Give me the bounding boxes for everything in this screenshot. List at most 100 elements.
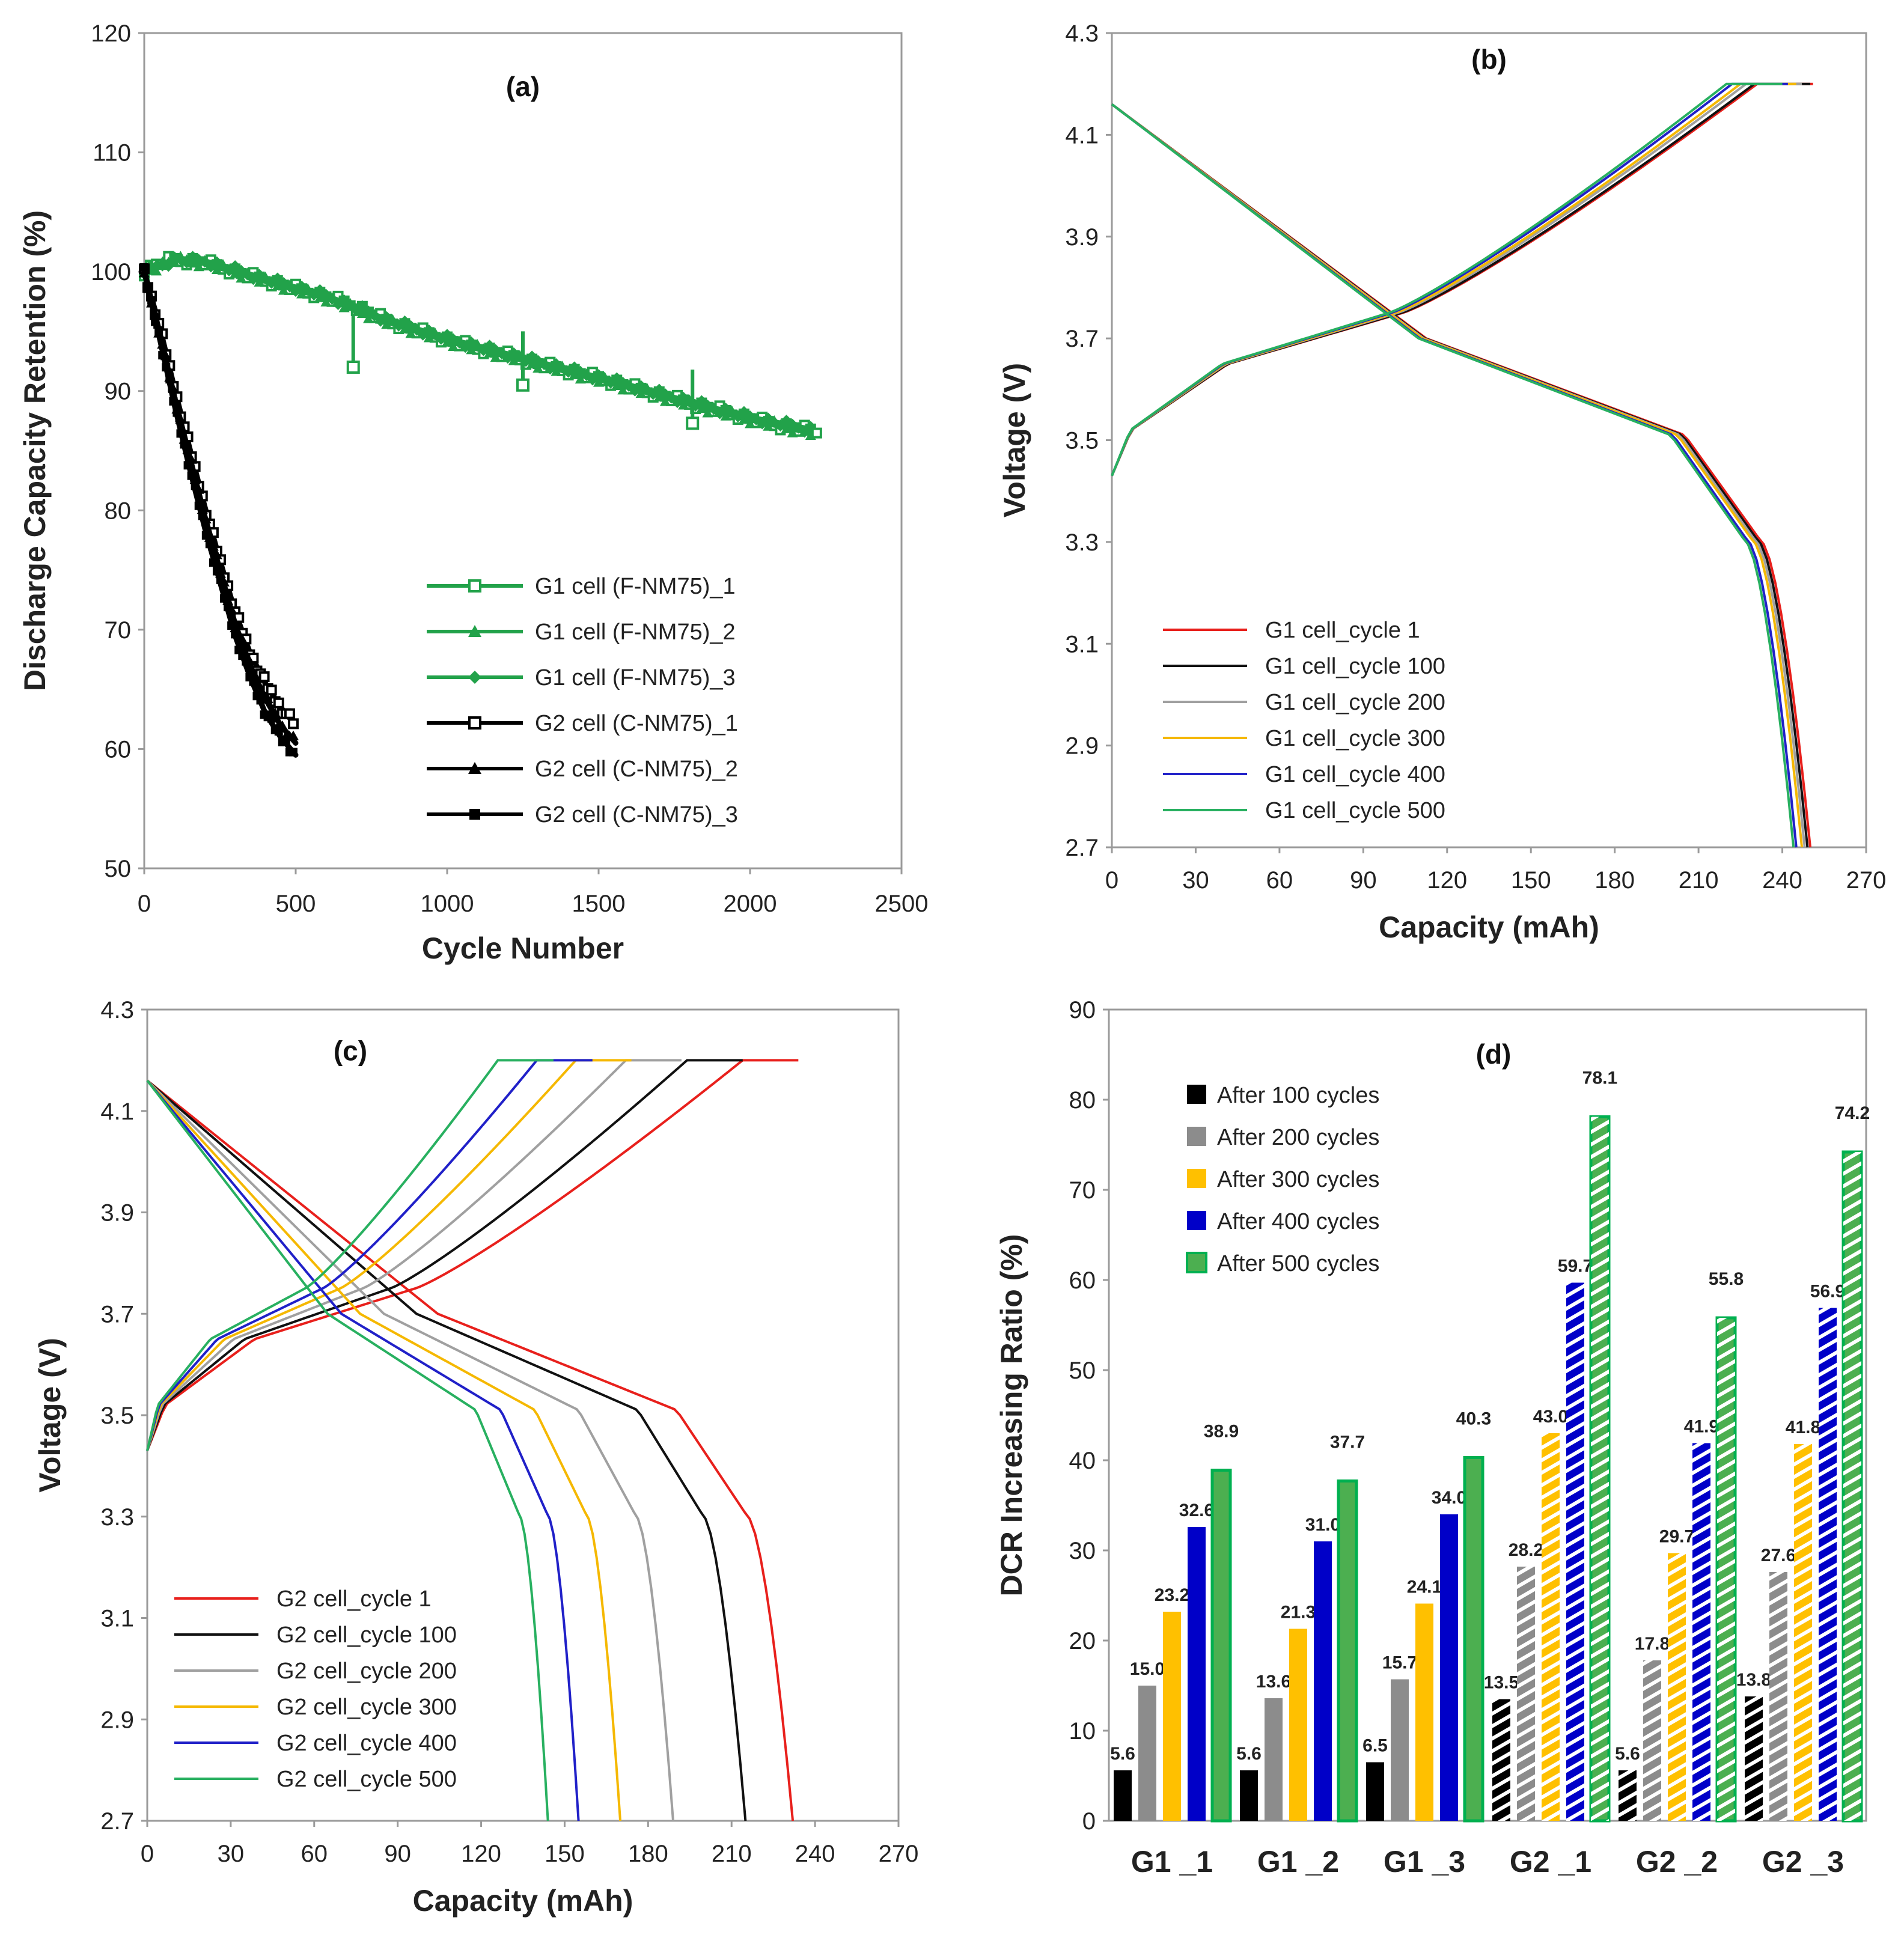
discharge-curve [1111, 103, 1798, 848]
data-point [158, 351, 167, 360]
y-tick-label: 40 [1069, 1448, 1096, 1474]
y-axis-title: Voltage (V) [998, 363, 1031, 517]
discharge-curve [146, 1079, 549, 1821]
data-point [629, 385, 641, 397]
y-tick-label: 100 [91, 259, 131, 285]
legend-entry: G1 cell (F-NM75)_2 [535, 620, 736, 645]
data-point [375, 315, 386, 327]
charge-curve [1111, 82, 1783, 477]
data-point [350, 305, 362, 316]
charge-curve [146, 1059, 593, 1451]
data-point [429, 329, 441, 340]
x-tick-label: 210 [712, 1841, 752, 1867]
data-point [720, 410, 731, 421]
data-point [338, 294, 350, 306]
data-point [702, 407, 713, 418]
data-point [611, 380, 623, 390]
data-point [478, 345, 489, 356]
y-tick-label: 4.3 [100, 997, 134, 1023]
legend-entry: G2 cell_cycle 400 [276, 1731, 457, 1756]
legend-swatch-marker [469, 809, 480, 820]
data-point [266, 684, 277, 696]
bar-data-label: 17.8 [1635, 1634, 1670, 1654]
bar [1463, 1456, 1484, 1823]
data-point [266, 278, 277, 289]
data-point [617, 385, 629, 395]
discharge-curve [146, 1079, 674, 1821]
x-tick-label: 60 [301, 1841, 328, 1867]
series-5 [146, 1059, 554, 1821]
data-point [176, 429, 185, 438]
data-point [287, 718, 299, 730]
y-tick-label: 70 [105, 617, 132, 644]
data-point [781, 423, 792, 433]
data-point [399, 323, 410, 334]
x-tick-label: 210 [1679, 867, 1719, 894]
data-point [678, 400, 689, 410]
data-point [154, 329, 163, 338]
legend-swatch-marker [468, 716, 481, 730]
data-point [272, 280, 283, 290]
legend-entry: G2 cell_cycle 500 [276, 1767, 457, 1792]
bar-hatch [1591, 1117, 1609, 1821]
series-3 [139, 263, 299, 730]
legend-entry: G2 cell_cycle 1 [276, 1586, 432, 1612]
data-point [411, 325, 423, 336]
legend-swatch-marker [468, 579, 481, 593]
data-point [593, 377, 604, 387]
legend-entry: G1 cell_cycle 100 [1265, 654, 1445, 679]
data-point [151, 260, 162, 271]
bar [1289, 1629, 1307, 1821]
x-tick-label: 30 [1182, 867, 1209, 894]
data-point [248, 274, 259, 285]
category-label: G1 _2 [1257, 1845, 1339, 1879]
legend-entry: After 200 cycles [1217, 1125, 1379, 1150]
bar-data-label: 38.9 [1204, 1422, 1239, 1442]
series-5 [140, 263, 299, 758]
y-tick-label: 3.9 [100, 1200, 134, 1226]
legend-swatch [1187, 1169, 1206, 1188]
bar-data-label: 74.2 [1835, 1103, 1870, 1123]
bar-data-label: 23.2 [1155, 1585, 1189, 1605]
data-point [381, 311, 392, 322]
data-point [212, 567, 221, 576]
data-point [205, 540, 214, 549]
charge-curve [146, 1059, 799, 1451]
data-point [356, 300, 368, 311]
y-tick-label: 120 [91, 20, 131, 47]
data-point [745, 418, 755, 428]
bar-data-label: 15.0 [1130, 1659, 1165, 1679]
data-point [162, 363, 171, 372]
plot-area-frame [146, 1008, 900, 1822]
x-tick-label: 180 [1594, 867, 1635, 894]
bar-hatch [1717, 1318, 1735, 1821]
y-tick-label: 60 [105, 736, 132, 763]
data-point [659, 396, 671, 406]
data-point [545, 364, 556, 375]
bar [1188, 1527, 1206, 1821]
category-label: G2 _3 [1762, 1845, 1844, 1879]
data-point [484, 347, 495, 358]
outlier-point [516, 378, 529, 392]
category-label: G2 _1 [1510, 1845, 1591, 1879]
data-point [417, 329, 429, 341]
bar [1366, 1762, 1384, 1821]
x-tick-label: 0 [141, 1841, 154, 1867]
bar [1440, 1514, 1458, 1821]
legend-entry: G1 cell_cycle 1 [1265, 618, 1420, 643]
data-point [290, 286, 301, 297]
data-point [209, 558, 218, 567]
data-point [151, 317, 160, 326]
data-point [653, 392, 665, 402]
bar-data-label: 56.9 [1810, 1282, 1845, 1302]
bar-hatch [1643, 1660, 1661, 1821]
charge-curve [146, 1059, 682, 1451]
data-point [763, 421, 774, 431]
data-point [696, 403, 707, 413]
x-tick-label: 90 [384, 1841, 411, 1867]
y-tick-label: 90 [105, 379, 132, 405]
bar-data-label: 59.7 [1558, 1257, 1593, 1276]
data-point [284, 708, 295, 719]
y-tick-label: 10 [1069, 1718, 1096, 1745]
x-tick-label: 240 [1762, 867, 1802, 894]
